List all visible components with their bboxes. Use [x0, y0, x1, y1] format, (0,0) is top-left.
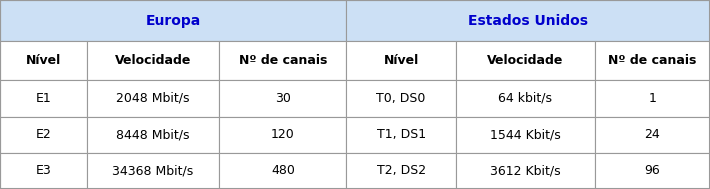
Bar [87, 80, 219, 116]
Bar [346, 41, 456, 80]
Text: Nível: Nível [26, 54, 61, 67]
Text: 3612 Kbit/s: 3612 Kbit/s [490, 164, 561, 177]
Bar [219, 41, 346, 80]
Bar [87, 41, 219, 80]
Text: Nº de canais: Nº de canais [239, 54, 327, 67]
Bar [346, 116, 456, 153]
Bar [594, 153, 710, 189]
Text: Velocidade: Velocidade [115, 54, 191, 67]
Bar [346, 0, 710, 41]
Text: Estados Unidos: Estados Unidos [468, 14, 588, 28]
Bar [0, 0, 346, 41]
Bar [346, 153, 456, 189]
Text: E1: E1 [36, 92, 51, 105]
Bar [0, 153, 87, 189]
Bar [594, 41, 710, 80]
Text: T0, DS0: T0, DS0 [376, 92, 426, 105]
Bar [456, 116, 594, 153]
Bar [456, 41, 594, 80]
Bar [87, 116, 219, 153]
Text: 1: 1 [648, 92, 656, 105]
Bar [219, 80, 346, 116]
Bar [594, 116, 710, 153]
Bar [0, 116, 87, 153]
Bar [219, 153, 346, 189]
Bar [456, 153, 594, 189]
Bar [0, 80, 87, 116]
Text: 120: 120 [271, 128, 295, 141]
Text: 1544 Kbit/s: 1544 Kbit/s [490, 128, 561, 141]
Bar [87, 153, 219, 189]
Text: 24: 24 [645, 128, 660, 141]
Text: T2, DS2: T2, DS2 [376, 164, 426, 177]
Bar [219, 116, 346, 153]
Text: 8448 Mbit/s: 8448 Mbit/s [116, 128, 190, 141]
Text: 64 kbit/s: 64 kbit/s [498, 92, 552, 105]
Text: 2048 Mbit/s: 2048 Mbit/s [116, 92, 190, 105]
Text: T1, DS1: T1, DS1 [376, 128, 426, 141]
Text: E2: E2 [36, 128, 51, 141]
Text: E3: E3 [36, 164, 51, 177]
Text: 96: 96 [645, 164, 660, 177]
Bar [0, 41, 87, 80]
Bar [456, 80, 594, 116]
Text: 30: 30 [275, 92, 291, 105]
Text: 34368 Mbit/s: 34368 Mbit/s [112, 164, 194, 177]
Bar [594, 80, 710, 116]
Text: Velocidade: Velocidade [487, 54, 564, 67]
Text: Nº de canais: Nº de canais [608, 54, 697, 67]
Text: Nível: Nível [383, 54, 419, 67]
Text: Europa: Europa [146, 14, 201, 28]
Bar [346, 80, 456, 116]
Text: 480: 480 [271, 164, 295, 177]
